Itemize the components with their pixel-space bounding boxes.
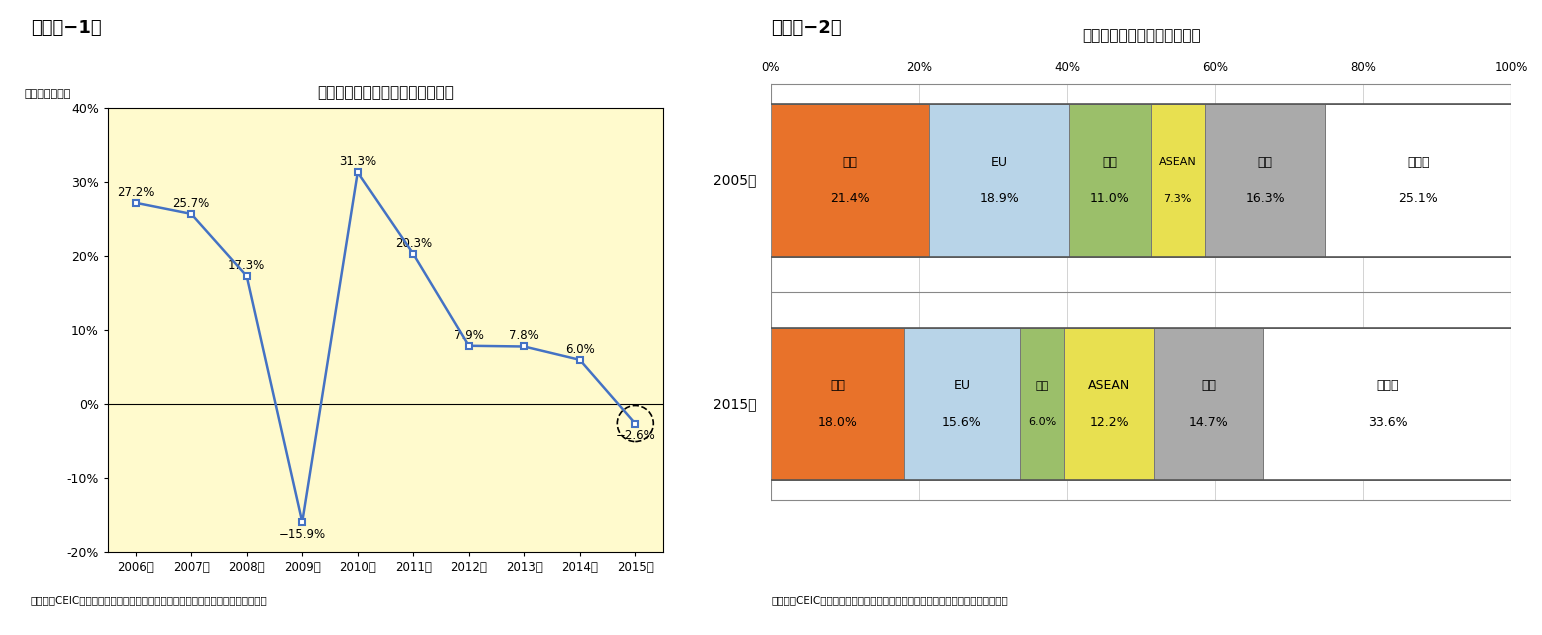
Text: 7.8%: 7.8% bbox=[509, 330, 540, 342]
Text: ASEAN: ASEAN bbox=[1089, 379, 1130, 392]
Text: 18.0%: 18.0% bbox=[817, 416, 857, 429]
Text: 11.0%: 11.0% bbox=[1090, 192, 1130, 205]
Text: EU: EU bbox=[953, 379, 970, 392]
Bar bbox=[771, 328, 904, 480]
Text: 15.6%: 15.6% bbox=[942, 416, 982, 429]
Text: 100%: 100% bbox=[1494, 61, 1528, 74]
Text: 米国: 米国 bbox=[830, 379, 845, 392]
Text: 2015年: 2015年 bbox=[712, 397, 756, 411]
Text: 7.9%: 7.9% bbox=[453, 328, 484, 342]
Text: 16.3%: 16.3% bbox=[1246, 192, 1284, 205]
Bar bbox=[1326, 104, 1511, 257]
Text: 31.3%: 31.3% bbox=[339, 155, 376, 168]
Text: −2.6%: −2.6% bbox=[615, 429, 655, 442]
Text: 14.7%: 14.7% bbox=[1189, 416, 1229, 429]
Text: （資料）CEIC（出所は中国税関総署）のデータを元にニッセイ基礎研究所で作成: （資料）CEIC（出所は中国税関総署）のデータを元にニッセイ基礎研究所で作成 bbox=[771, 595, 1008, 605]
Text: 日本: 日本 bbox=[1103, 156, 1118, 168]
Text: 中国の輸出先別シェアの変化: 中国の輸出先別シェアの変化 bbox=[1082, 28, 1200, 43]
Text: 7.3%: 7.3% bbox=[1164, 194, 1192, 204]
Bar bbox=[771, 104, 930, 257]
Text: 0%: 0% bbox=[762, 61, 780, 74]
Text: 40%: 40% bbox=[1055, 61, 1079, 74]
Text: −15.9%: −15.9% bbox=[279, 528, 325, 540]
Bar bbox=[1064, 328, 1155, 480]
Text: （図表−2）: （図表−2） bbox=[771, 19, 842, 37]
Bar bbox=[1155, 328, 1263, 480]
Bar bbox=[1263, 328, 1511, 480]
Text: 25.7%: 25.7% bbox=[173, 197, 210, 210]
Text: 2005年: 2005年 bbox=[712, 173, 756, 187]
Text: （前年同期比）: （前年同期比） bbox=[25, 89, 71, 99]
Bar bbox=[904, 328, 1019, 480]
Bar bbox=[930, 104, 1069, 257]
Bar bbox=[1150, 104, 1204, 257]
Text: （資料）CEIC（出所は中国税関総署）のデータを元にニッセイ基礎研究所で作成: （資料）CEIC（出所は中国税関総署）のデータを元にニッセイ基礎研究所で作成 bbox=[31, 595, 268, 605]
Text: 25.1%: 25.1% bbox=[1399, 192, 1439, 205]
Text: 17.3%: 17.3% bbox=[228, 259, 265, 272]
Text: 香港: 香港 bbox=[1258, 156, 1272, 168]
Text: 香港: 香港 bbox=[1201, 379, 1217, 392]
Text: 18.9%: 18.9% bbox=[979, 192, 1019, 205]
Text: 33.6%: 33.6% bbox=[1368, 416, 1408, 429]
Text: 米国: 米国 bbox=[842, 156, 857, 168]
Text: 27.2%: 27.2% bbox=[117, 185, 154, 199]
Text: 21.4%: 21.4% bbox=[831, 192, 870, 205]
Text: 60%: 60% bbox=[1203, 61, 1227, 74]
Bar bbox=[1019, 328, 1064, 480]
Bar bbox=[1204, 104, 1326, 257]
Text: 80%: 80% bbox=[1351, 61, 1375, 74]
Text: 6.0%: 6.0% bbox=[564, 343, 595, 356]
Title: 輸出金額（米ドルベース）の推移: 輸出金額（米ドルベース）の推移 bbox=[318, 85, 453, 100]
Text: EU: EU bbox=[992, 156, 1008, 168]
Text: 日本: 日本 bbox=[1035, 380, 1049, 391]
Text: 20.3%: 20.3% bbox=[395, 237, 432, 250]
Text: 6.0%: 6.0% bbox=[1029, 417, 1056, 427]
Bar bbox=[1069, 104, 1150, 257]
Text: その他: その他 bbox=[1406, 156, 1429, 168]
Text: （図表−1）: （図表−1） bbox=[31, 19, 102, 37]
Text: 12.2%: 12.2% bbox=[1090, 416, 1129, 429]
Text: その他: その他 bbox=[1377, 379, 1399, 392]
Text: 20%: 20% bbox=[907, 61, 931, 74]
Text: ASEAN: ASEAN bbox=[1160, 157, 1197, 167]
